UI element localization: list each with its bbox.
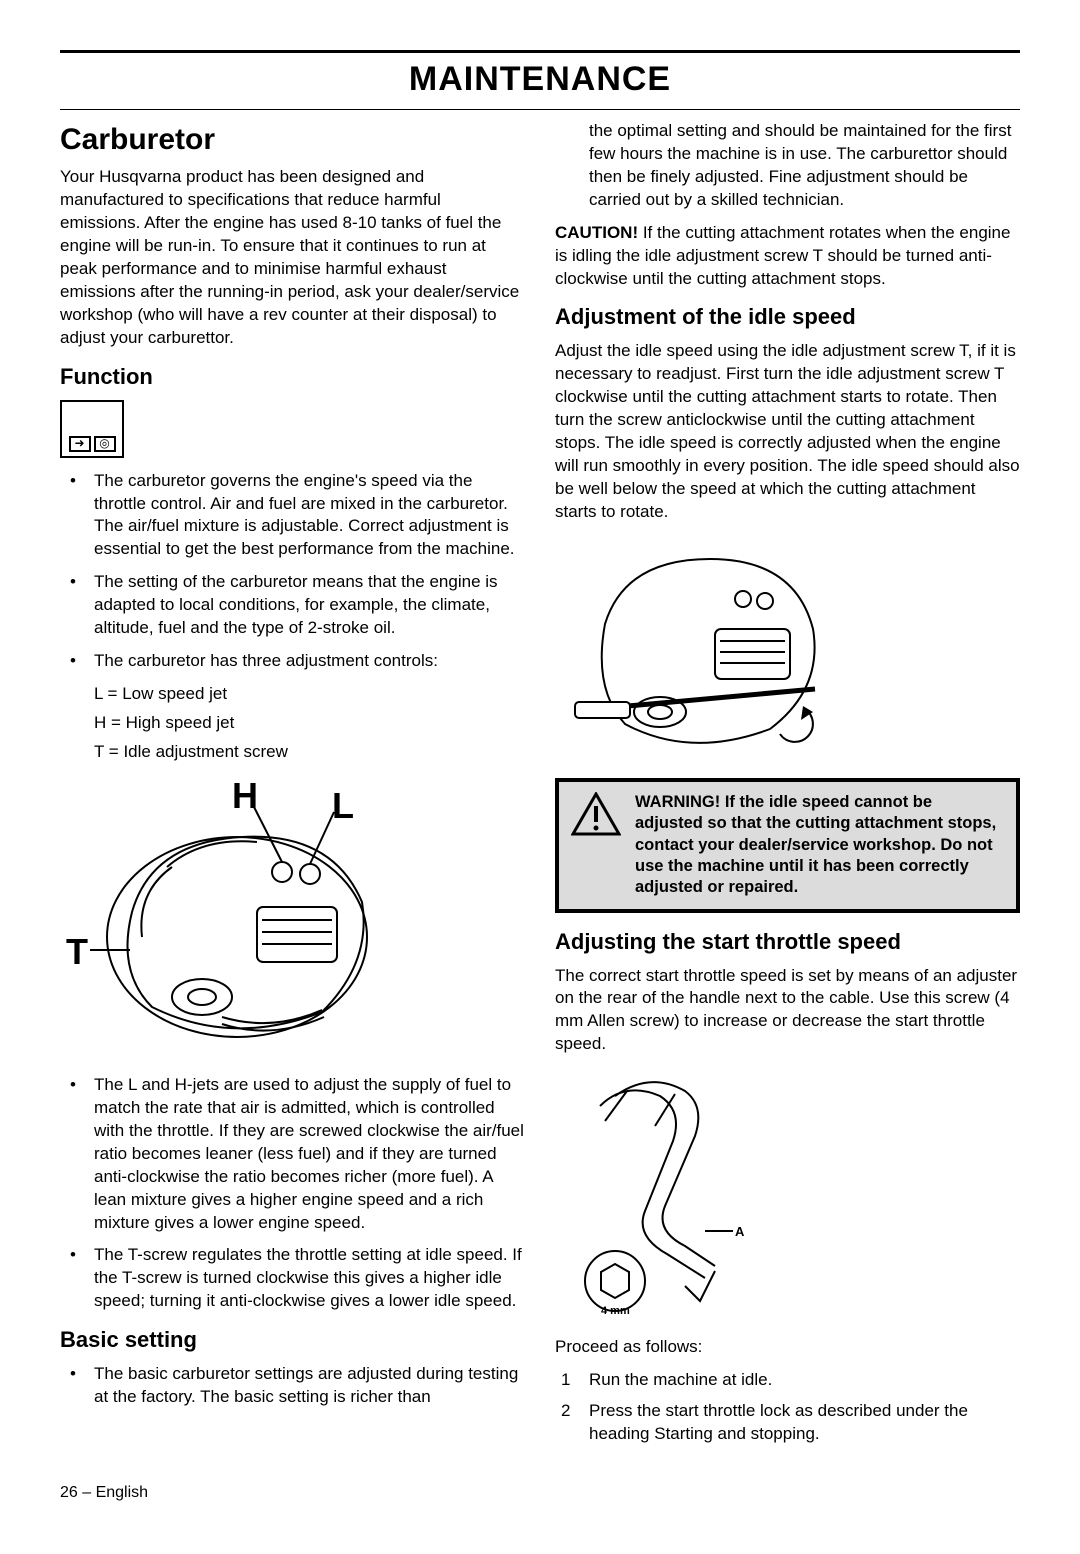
two-column-layout: Carburetor Your Husqvarna product has be… [60, 120, 1020, 1454]
function-bullet-3: The carburetor has three adjustment cont… [60, 650, 525, 673]
label-a: A [735, 1223, 744, 1241]
idle-speed-heading: Adjustment of the idle speed [555, 302, 1020, 332]
basic-bullets: The basic carburetor settings are adjust… [60, 1363, 525, 1409]
function-heading: Function [60, 362, 525, 392]
sub-t: T = Idle adjustment screw [60, 741, 525, 764]
circle-icon: ◎ [94, 436, 116, 452]
function-bullet-1: The carburetor governs the engine's spee… [60, 470, 525, 562]
jets-bullets: The L and H-jets are used to adjust the … [60, 1074, 525, 1313]
step-1: Run the machine at idle. [555, 1369, 1020, 1392]
label-t: T [66, 928, 88, 977]
idle-adjustment-diagram [555, 534, 835, 764]
proceed-label: Proceed as follows: [555, 1336, 1020, 1359]
warning-box: WARNING! If the idle speed cannot be adj… [555, 778, 1020, 913]
step-2: Press the start throttle lock as describ… [555, 1400, 1020, 1446]
function-bullets: The carburetor governs the engine's spee… [60, 470, 525, 674]
start-throttle-body: The correct start throttle speed is set … [555, 965, 1020, 1057]
sub-l: L = Low speed jet [60, 683, 525, 706]
page-footer: 26 – English [60, 1482, 1020, 1504]
label-l: L [332, 782, 354, 831]
basic-setting-heading: Basic setting [60, 1325, 525, 1355]
manual-icon: ➜ ◎ [60, 400, 124, 458]
carburetor-diagram: H L T [72, 772, 392, 1062]
handle-diagram: A 4 mm [555, 1066, 785, 1326]
idle-speed-body: Adjust the idle speed using the idle adj… [555, 340, 1020, 524]
jets-bullet-1: The L and H-jets are used to adjust the … [60, 1074, 525, 1235]
warning-text: WARNING! If the idle speed cannot be adj… [635, 792, 1004, 899]
top-rule [60, 50, 1020, 53]
left-column: Carburetor Your Husqvarna product has be… [60, 120, 525, 1454]
intro-paragraph: Your Husqvarna product has been designed… [60, 166, 525, 350]
sub-h: H = High speed jet [60, 712, 525, 735]
right-column: the optimal setting and should be mainta… [555, 120, 1020, 1454]
carburetor-heading: Carburetor [60, 120, 525, 161]
label-4mm: 4 mm [601, 1304, 630, 1319]
title-underline [60, 109, 1020, 110]
idle-svg [555, 534, 835, 764]
label-h: H [232, 772, 258, 821]
caution-label: CAUTION! [555, 223, 638, 242]
caution-paragraph: CAUTION! If the cutting attachment rotat… [555, 222, 1020, 291]
warning-triangle-icon [571, 792, 621, 836]
jets-bullet-2: The T-screw regulates the throttle setti… [60, 1244, 525, 1313]
start-throttle-heading: Adjusting the start throttle speed [555, 927, 1020, 957]
procedure-steps: Run the machine at idle. Press the start… [555, 1369, 1020, 1446]
handle-svg [555, 1066, 785, 1326]
function-bullet-2: The setting of the carburetor means that… [60, 571, 525, 640]
arrow-icon: ➜ [69, 436, 91, 452]
continuation-paragraph: the optimal setting and should be mainta… [555, 120, 1020, 212]
basic-bullet-1: The basic carburetor settings are adjust… [60, 1363, 525, 1409]
page-title: MAINTENANCE [60, 57, 1020, 103]
